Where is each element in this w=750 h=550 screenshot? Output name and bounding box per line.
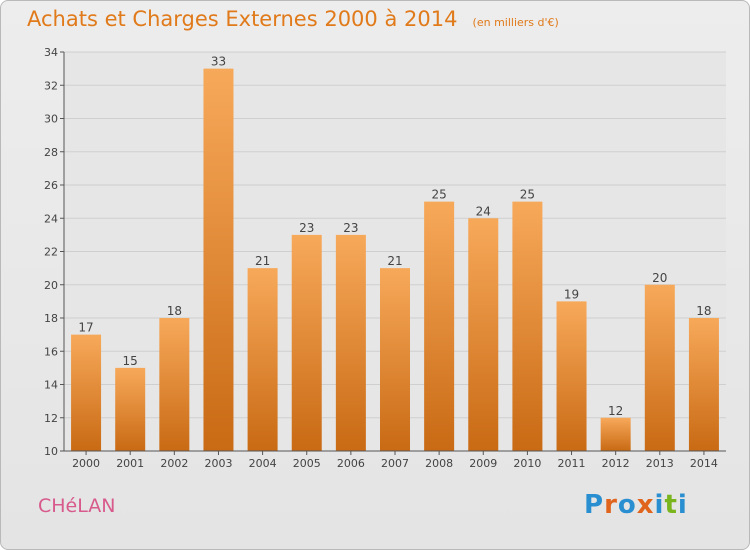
chart-subtitle: (en milliers d'€) <box>472 16 559 29</box>
x-tick-label: 2010 <box>513 457 541 470</box>
y-tick-label: 26 <box>44 179 58 192</box>
x-tick-label: 2006 <box>337 457 365 470</box>
chart-title: Achats et Charges Externes 2000 à 2014 <box>27 7 458 31</box>
data-label: 18 <box>167 304 182 318</box>
x-tick-label: 2013 <box>646 457 674 470</box>
data-label: 24 <box>476 204 491 218</box>
bar <box>71 334 102 451</box>
x-tick-label: 2012 <box>602 457 630 470</box>
y-tick-label: 10 <box>44 445 58 458</box>
x-axis: 2000 2001 2002 2003 2004 2005 2006 2007 2008 2009… <box>64 450 726 470</box>
data-label: 15 <box>123 354 138 368</box>
bar <box>512 201 543 451</box>
proxiti-logo: Proxiti <box>584 490 688 520</box>
logo-letter: i <box>654 490 665 520</box>
data-label: 20 <box>652 271 667 285</box>
logo-letter: r <box>604 490 618 520</box>
y-tick-label: 12 <box>44 412 58 425</box>
x-tick-label: 2011 <box>558 457 586 470</box>
x-tick-label: 2001 <box>116 457 144 470</box>
data-label: 33 <box>211 55 226 69</box>
x-tick-label: 2000 <box>72 457 100 470</box>
x-tick-label: 2009 <box>469 457 497 470</box>
bar <box>600 417 631 451</box>
x-tick-label: 2007 <box>381 457 409 470</box>
data-label: 25 <box>520 188 535 202</box>
y-tick-label: 18 <box>44 312 58 325</box>
bar <box>688 318 719 451</box>
data-label: 23 <box>299 221 314 235</box>
bar <box>556 301 587 451</box>
data-labels: 17 15 18 33 21 23 23 21 25 24 25 19 12 20 18 <box>78 55 711 418</box>
y-tick-label: 28 <box>44 146 58 159</box>
bar <box>203 68 234 451</box>
data-label: 19 <box>564 287 579 301</box>
y-axis: 10 12 14 16 18 20 22 24 26 28 30 32 34 <box>44 46 65 458</box>
logo-letter: o <box>617 490 637 520</box>
bar <box>247 268 278 451</box>
bar <box>424 201 455 451</box>
y-tick-label: 22 <box>44 246 58 259</box>
bar <box>335 234 366 451</box>
y-tick-label: 32 <box>44 79 58 92</box>
x-tick-label: 2008 <box>425 457 453 470</box>
data-label: 21 <box>387 254 402 268</box>
x-tick-label: 2014 <box>690 457 718 470</box>
y-tick-label: 24 <box>44 212 58 225</box>
x-tick-label: 2004 <box>249 457 277 470</box>
x-tick-label: 2005 <box>293 457 321 470</box>
data-label: 18 <box>696 304 711 318</box>
data-label: 17 <box>78 321 93 335</box>
commune-name: CHéLAN <box>38 495 116 517</box>
bars <box>71 68 719 451</box>
y-tick-label: 20 <box>44 279 58 292</box>
y-tick-label: 34 <box>44 46 58 59</box>
bar <box>159 318 190 451</box>
data-label: 25 <box>431 188 446 202</box>
logo-letter: i <box>677 490 688 520</box>
data-label: 21 <box>255 254 270 268</box>
x-tick-label: 2002 <box>160 457 188 470</box>
y-tick-label: 16 <box>44 345 58 358</box>
bar <box>380 268 410 451</box>
data-label: 12 <box>608 404 623 418</box>
data-label: 23 <box>343 221 358 235</box>
logo-letter: x <box>636 490 655 520</box>
chart-header: Achats et Charges Externes 2000 à 2014 (… <box>27 7 559 31</box>
x-tick-label: 2003 <box>204 457 232 470</box>
logo-letter: t <box>664 490 678 520</box>
bar <box>644 284 675 451</box>
logo-letter: P <box>584 490 605 520</box>
bar <box>115 367 146 451</box>
y-tick-label: 30 <box>44 113 58 126</box>
bar <box>291 234 322 451</box>
y-tick-label: 14 <box>44 379 58 392</box>
bar <box>468 218 499 451</box>
